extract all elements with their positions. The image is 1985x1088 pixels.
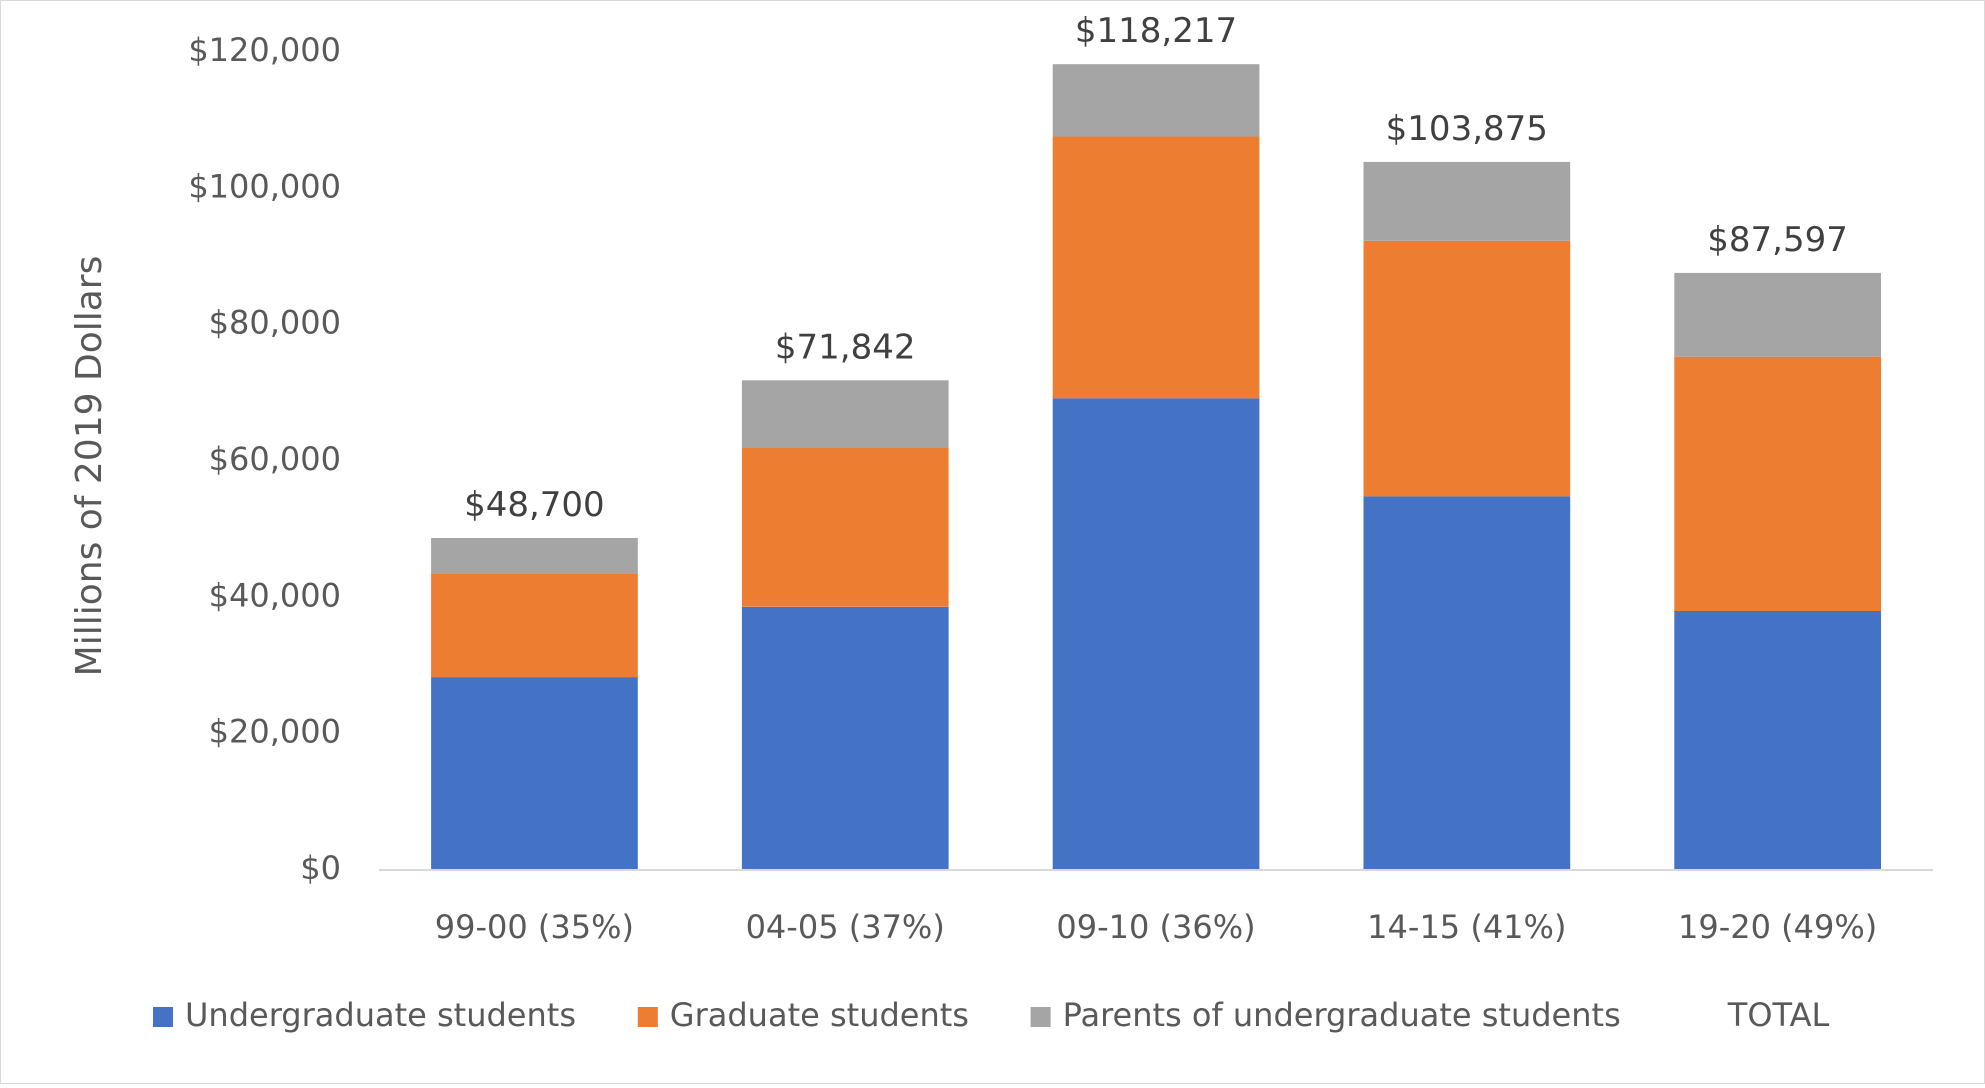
- bar-segment-parents-of-undergraduate-students: [431, 538, 638, 574]
- legend-label-total: TOTAL: [1727, 996, 1830, 1034]
- bar-segment-parents-of-undergraduate-students: [741, 380, 949, 449]
- bar-segment-parents-of-undergraduate-students: [1052, 64, 1260, 137]
- legend-swatch-parents-of-undergraduate-students: [1030, 1007, 1051, 1027]
- bar-segment-graduate-students: [431, 573, 638, 678]
- legend: Undergraduate students Graduate students P…: [153, 996, 1829, 1034]
- plot-area: $0 $20,000 $40,000 $60,000 $80,000 $100,000 $1…: [188, 11, 1933, 946]
- legend-label: Graduate students: [670, 996, 969, 1034]
- x-tick-label: 14-15 (41%): [1367, 908, 1566, 946]
- bar-segment-graduate-students: [1052, 136, 1260, 399]
- total-data-label: $71,842: [775, 327, 916, 367]
- legend-label: Undergraduate students: [185, 996, 576, 1034]
- bar-segment-graduate-students: [741, 448, 949, 607]
- total-data-label: $87,597: [1707, 220, 1848, 260]
- y-tick-label: $40,000: [209, 576, 341, 614]
- bar-segment-parents-of-undergraduate-students: [1674, 272, 1881, 357]
- legend-label: Parents of undergraduate students: [1063, 996, 1621, 1034]
- y-tick-label: $80,000: [209, 304, 341, 342]
- x-tick-label: 19-20 (49%): [1678, 908, 1877, 946]
- legend-swatch-undergraduate-students: [153, 1007, 173, 1027]
- x-tick-label: 04-05 (37%): [746, 908, 945, 946]
- bar-segment-graduate-students: [1674, 356, 1881, 611]
- bar-segment-parents-of-undergraduate-students: [1363, 161, 1571, 241]
- total-data-label: $103,875: [1386, 109, 1548, 149]
- bar-segment-undergraduate-students: [1052, 398, 1260, 870]
- y-tick-label: $60,000: [209, 440, 341, 478]
- bar-segment-undergraduate-students: [1363, 496, 1571, 870]
- y-tick-label: $20,000: [209, 713, 341, 751]
- total-data-label: $118,217: [1075, 11, 1237, 51]
- bar-segment-undergraduate-students: [1674, 611, 1881, 870]
- y-tick-label: $100,000: [188, 167, 341, 205]
- bar-segment-graduate-students: [1363, 240, 1571, 497]
- x-tick-label: 09-10 (36%): [1056, 908, 1255, 946]
- y-tick-label: $0: [300, 849, 341, 887]
- x-tick-label: 99-00 (35%): [435, 908, 634, 946]
- total-data-label: $48,700: [464, 485, 605, 525]
- y-tick-label: $120,000: [188, 31, 341, 69]
- bar-segment-undergraduate-students: [741, 606, 949, 870]
- y-axis-title: Millions of 2019 Dollars: [69, 256, 110, 677]
- bar-segment-undergraduate-students: [431, 677, 638, 870]
- legend-swatch-graduate-students: [637, 1007, 658, 1027]
